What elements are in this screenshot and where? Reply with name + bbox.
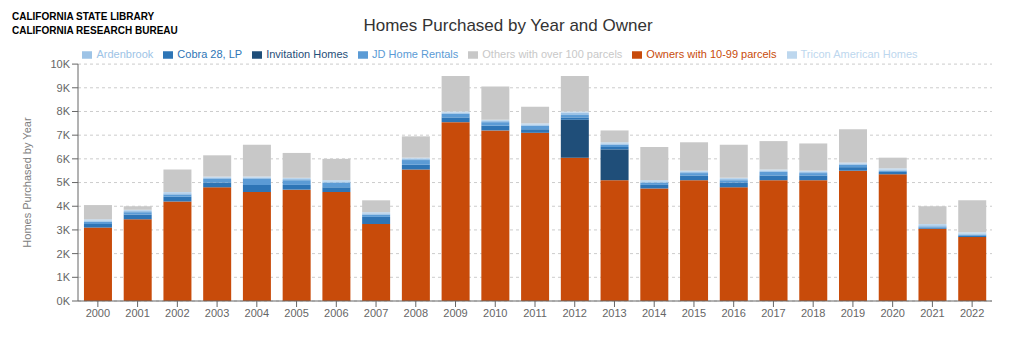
svg-text:2019: 2019 — [841, 307, 865, 319]
svg-text:2001: 2001 — [125, 307, 149, 319]
html-text:Homes Purchased by Year and Ow: Homes Purchased by Year and Owner — [363, 16, 653, 35]
svg-text:2018: 2018 — [801, 307, 825, 319]
svg-text:2015: 2015 — [682, 307, 706, 319]
svg-text:2011: 2011 — [523, 307, 547, 319]
html-text:Cobra 28, LP: Cobra 28, LP — [177, 48, 243, 60]
html-text:Invitation Homes: Invitation Homes — [266, 48, 349, 60]
svg-text:2013: 2013 — [602, 307, 626, 319]
svg-text:2006: 2006 — [324, 307, 348, 319]
svg-text:2007: 2007 — [364, 307, 388, 319]
svg-text:2022: 2022 — [960, 307, 984, 319]
svg-text:2014: 2014 — [642, 307, 666, 319]
svg-text:2010: 2010 — [483, 307, 507, 319]
svg-text:2021: 2021 — [920, 307, 944, 319]
svg-text:7K: 7K — [57, 129, 71, 141]
html-text:Tricon American Homes: Tricon American Homes — [800, 48, 918, 60]
svg-text:2003: 2003 — [205, 307, 229, 319]
svg-text:2016: 2016 — [721, 307, 745, 319]
svg-text:10K: 10K — [50, 58, 70, 70]
html-text:CALIFORNIA RESEARCH BUREAU: CALIFORNIA RESEARCH BUREAU — [12, 25, 178, 36]
html-text:CALIFORNIA STATE LIBRARY: CALIFORNIA STATE LIBRARY — [12, 11, 155, 22]
svg-text:1K: 1K — [57, 271, 71, 283]
svg-text:2009: 2009 — [443, 307, 467, 319]
svg-text:2K: 2K — [57, 248, 71, 260]
svg-text:5K: 5K — [57, 176, 71, 188]
svg-text:2002: 2002 — [165, 307, 189, 319]
svg-text:4K: 4K — [57, 200, 71, 212]
svg-text:3K: 3K — [57, 224, 71, 236]
svg-text:2020: 2020 — [880, 307, 904, 319]
svg-text:8K: 8K — [57, 105, 71, 117]
html-text:Owners with 10-99 parcels: Owners with 10-99 parcels — [646, 48, 777, 60]
svg-text:2012: 2012 — [562, 307, 586, 319]
svg-text:2017: 2017 — [761, 307, 785, 319]
svg-text:2000: 2000 — [86, 307, 110, 319]
html-text:Ardenbrook: Ardenbrook — [96, 48, 154, 60]
svg-text:9K: 9K — [57, 82, 71, 94]
html-text:JD Home Rentals: JD Home Rentals — [372, 48, 459, 60]
svg-text:6K: 6K — [57, 153, 71, 165]
html-text:Others with over 100 parcels: Others with over 100 parcels — [482, 48, 623, 60]
svg-text:Homes Purchased by Year: Homes Purchased by Year — [21, 117, 33, 248]
svg-text:2008: 2008 — [404, 307, 428, 319]
svg-text:2004: 2004 — [245, 307, 269, 319]
svg-text:2005: 2005 — [284, 307, 308, 319]
svg-text:0K: 0K — [57, 295, 71, 307]
